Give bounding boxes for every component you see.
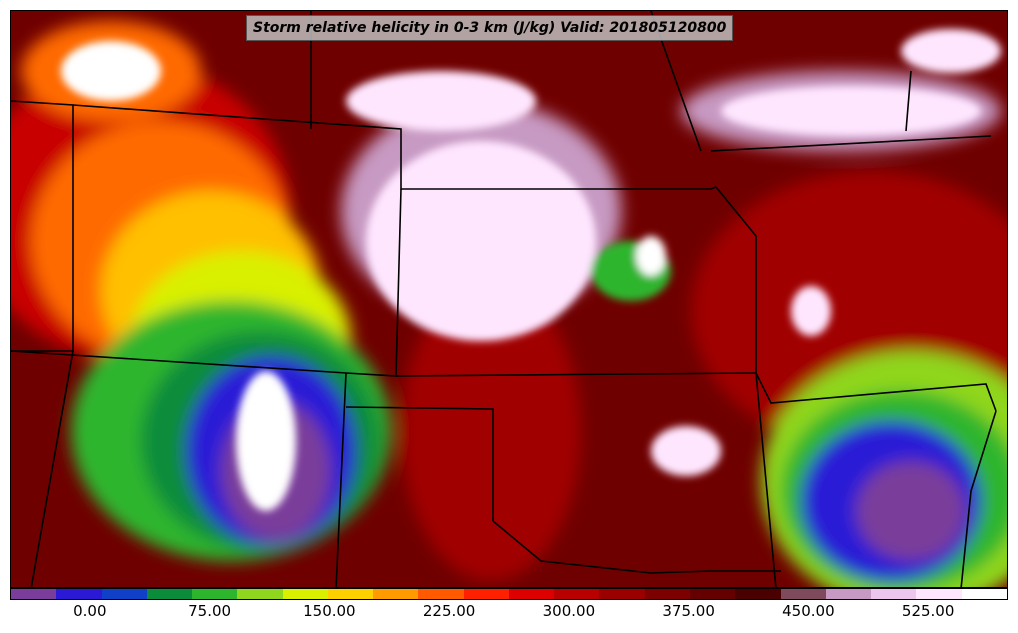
colorbar-segment — [282, 589, 328, 599]
colorbar-segment — [463, 589, 509, 599]
colorbar-tick-label: 525.00 — [901, 602, 955, 620]
colorbar-segment — [327, 589, 374, 599]
colorbar-tick-label: 0.00 — [73, 602, 107, 620]
colorbar-segment — [825, 589, 872, 599]
colorbar-tick-labels: 0.00 75.00 150.00 225.00 300.00 375.00 450.00 5… — [10, 602, 1008, 626]
colorbar-segment — [599, 589, 645, 599]
colorbar-segment — [644, 589, 690, 599]
colorbar-segment — [56, 589, 102, 599]
helicity-map — [10, 10, 1008, 588]
helicity-field — [11, 21, 1007, 587]
colorbar-segment — [146, 589, 193, 599]
colorbar-tick-label: 75.00 — [188, 602, 232, 620]
colorbar-segment — [11, 589, 57, 599]
colorbar-tick-label: 225.00 — [422, 602, 476, 620]
colorbar-segment — [554, 589, 600, 599]
colorbar-segment — [192, 589, 238, 599]
state-boundaries — [11, 11, 997, 587]
colorbar-tick-label: 150.00 — [303, 602, 356, 620]
colorbar-segment — [101, 589, 147, 599]
colorbar-segment — [237, 589, 283, 599]
colorbar — [10, 588, 1008, 600]
colorbar-segment — [916, 589, 962, 599]
colorbar-segment — [373, 589, 419, 599]
helicity-maxima — [61, 29, 1001, 511]
colorbar-segment — [418, 589, 464, 599]
colorbar-segment — [508, 589, 555, 599]
colorbar-segment — [871, 589, 917, 599]
colorbar-segment — [961, 589, 1007, 599]
colorbar-tick-label: 300.00 — [542, 602, 596, 620]
colorbar-segment — [780, 589, 826, 599]
colorbar-segment — [689, 589, 736, 599]
map-title: Storm relative helicity in 0-3 km (J/kg)… — [246, 15, 734, 41]
colorbar-tick-label: 375.00 — [662, 602, 715, 620]
colorbar-tick-label: 450.00 — [782, 602, 835, 620]
colorbar-segment — [735, 589, 781, 599]
